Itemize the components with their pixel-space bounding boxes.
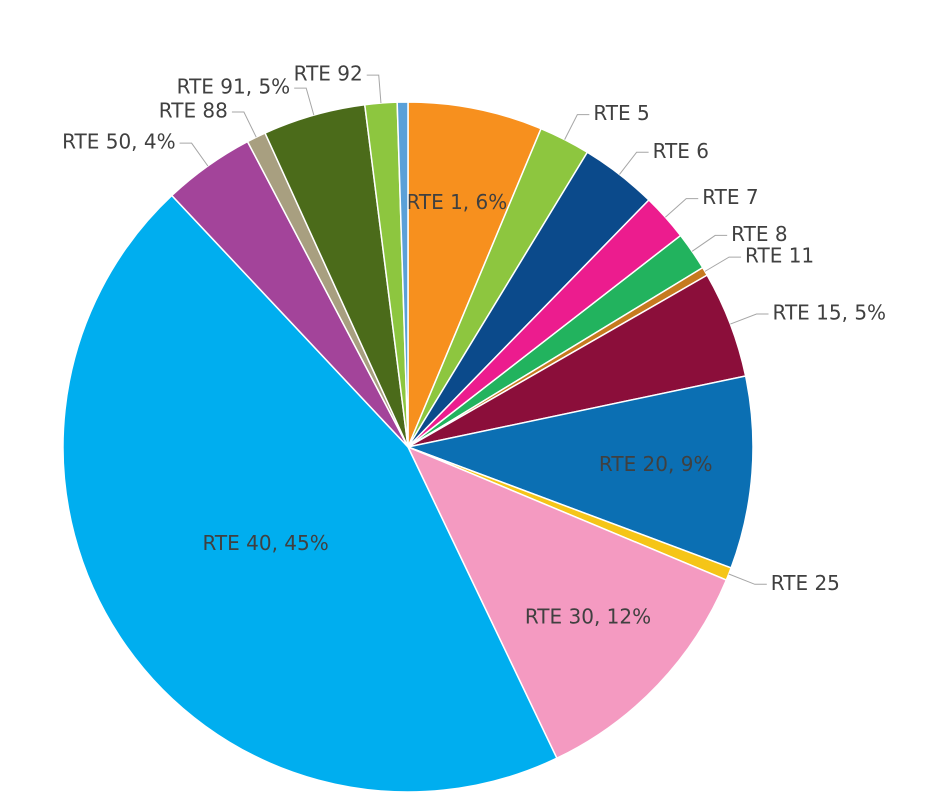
pie-slice — [396, 101, 409, 448]
leader-line — [728, 573, 767, 585]
data-label: RTE 1, 6% — [406, 190, 507, 214]
data-label: RTE 5 — [593, 101, 649, 125]
data-label: RTE 40, 45% — [202, 531, 328, 555]
data-label: RTE 7 — [702, 185, 758, 209]
leader-line — [619, 151, 649, 175]
leader-line — [730, 313, 769, 325]
leader-line — [704, 256, 742, 272]
leader-line — [665, 198, 699, 218]
data-label: RTE 11 — [745, 244, 814, 268]
leader-line — [691, 234, 728, 252]
leader-line — [231, 111, 257, 138]
data-label: RTE 6 — [653, 139, 709, 163]
data-label: RTE 50, 4% — [62, 130, 176, 154]
data-label: RTE 92 — [294, 62, 363, 86]
data-label: RTE 88 — [159, 99, 228, 123]
data-label: RTE 91, 5% — [177, 75, 291, 99]
data-label: RTE 8 — [731, 222, 787, 246]
data-label: RTE 25 — [771, 571, 840, 595]
data-label: RTE 15, 5% — [773, 301, 887, 325]
leader-line — [294, 87, 315, 116]
leader-line — [366, 74, 382, 104]
data-label: RTE 30, 12% — [525, 605, 651, 629]
leader-line — [179, 142, 209, 167]
data-label: RTE 20, 9% — [599, 452, 713, 476]
leader-line — [564, 114, 590, 140]
pie-slice — [405, 375, 754, 569]
pie-slice — [407, 101, 543, 448]
pie-slice — [406, 445, 728, 760]
